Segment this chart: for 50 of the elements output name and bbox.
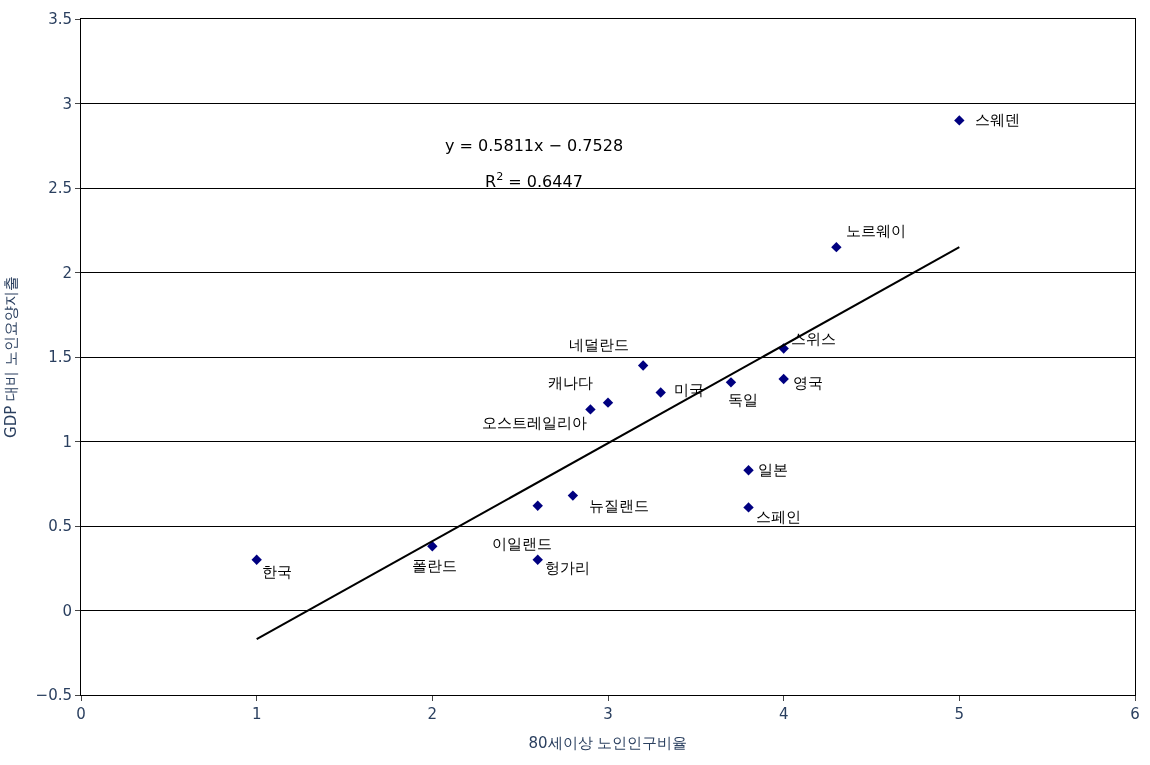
- x-tick-label: 0: [76, 705, 86, 723]
- point: [743, 502, 754, 513]
- point: [532, 500, 543, 511]
- x-tick-label: 3: [603, 705, 613, 723]
- annotation: 이일랜드: [492, 535, 552, 553]
- y-tick-label: −0.5: [35, 686, 72, 705]
- y-tick-label: 3: [62, 94, 72, 113]
- annotation: 뉴질랜드: [589, 497, 649, 515]
- point: [532, 554, 543, 565]
- annotation: 노르웨이: [846, 222, 906, 240]
- x-tick-label: 1: [251, 705, 262, 723]
- annotation: 일본: [758, 461, 788, 479]
- point: [725, 377, 737, 388]
- annotation: 영국: [793, 374, 823, 392]
- annotation: 네덜란드: [569, 336, 629, 354]
- point: [743, 465, 754, 476]
- y-tick-label: 1: [62, 432, 72, 451]
- x-tick-label: 4: [778, 705, 789, 723]
- annotation: 독일: [728, 391, 758, 409]
- y-tick-label: 2.5: [48, 179, 72, 198]
- x-tick-label: 5: [954, 705, 965, 723]
- y-axis-title: GDP 대비 노인요양지출: [1, 276, 20, 438]
- point: [585, 404, 596, 415]
- y-tick-label: 3.5: [48, 10, 72, 29]
- point: [427, 541, 438, 552]
- point: [567, 490, 579, 501]
- x-tick-label: 2: [427, 705, 438, 723]
- annotation: 헝가리: [545, 559, 590, 577]
- annotation: 한국: [262, 563, 292, 581]
- x-axis-title: 80세이상 노인인구비율: [528, 734, 688, 752]
- y-tick-label: 2: [62, 263, 72, 282]
- point: [831, 241, 842, 253]
- annotation: R$^{2}$ = 0.6447: [485, 170, 583, 191]
- point: [655, 387, 666, 398]
- annotation: y = 0.5811x − 0.7528: [445, 136, 624, 155]
- annotation: 스페인: [756, 508, 801, 526]
- y-tick-label: 0: [62, 601, 72, 620]
- y-tick-label: 1.5: [48, 348, 72, 367]
- point: [637, 360, 649, 371]
- annotation: 스웨덴: [975, 111, 1020, 129]
- annotation: 미국: [674, 381, 704, 399]
- annotation: 오스트레일리아: [482, 414, 587, 432]
- point: [954, 115, 965, 126]
- y-tick-label: 0.5: [48, 517, 72, 536]
- annotation: 폴란드: [412, 557, 457, 575]
- point: [251, 554, 262, 565]
- x-tick-label: 6: [1130, 705, 1140, 723]
- annotation: 캐나다: [548, 374, 593, 392]
- point: [778, 373, 789, 385]
- point: [602, 397, 614, 408]
